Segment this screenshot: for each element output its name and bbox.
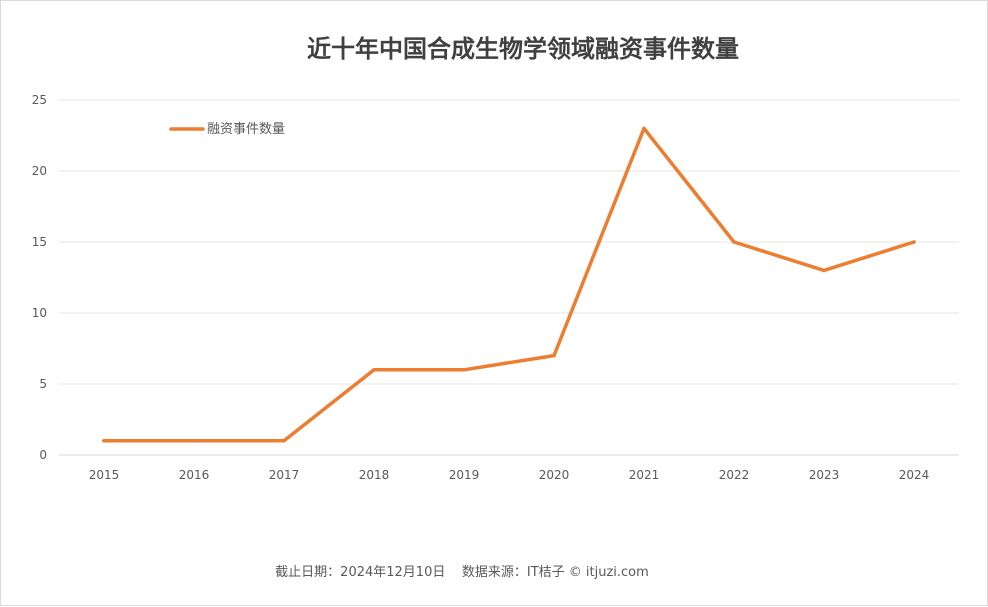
series-group — [102, 126, 916, 443]
x-tick-label: 2015 — [89, 468, 120, 482]
y-tick-label: 20 — [32, 164, 47, 178]
y-axis-ticks: 0 5 10 15 20 25 — [32, 93, 47, 462]
x-tick-label: 2022 — [719, 468, 750, 482]
legend: 融资事件数量 — [169, 122, 285, 137]
footer-note: 截止日期：2024年12月10日 数据来源：IT桔子 © itjuzi.com — [275, 565, 649, 580]
x-tick-label: 2024 — [899, 468, 930, 482]
data-point — [102, 439, 106, 443]
data-point — [552, 353, 556, 358]
y-tick-label: 0 — [39, 448, 47, 462]
data-point — [912, 240, 916, 244]
x-tick-label: 2023 — [809, 468, 840, 482]
chart-title: 近十年中国合成生物学领域融资事件数量 — [307, 35, 739, 63]
legend-label: 融资事件数量 — [207, 122, 285, 137]
x-tick-label: 2020 — [539, 468, 570, 482]
x-tick-label: 2016 — [179, 468, 210, 482]
data-point — [282, 439, 286, 443]
x-tick-label: 2018 — [359, 468, 390, 482]
gridlines — [59, 99, 959, 456]
y-tick-label: 15 — [32, 235, 47, 249]
x-tick-label: 2021 — [629, 468, 660, 482]
data-point — [732, 240, 736, 244]
x-tick-label: 2017 — [269, 468, 300, 482]
y-tick-label: 5 — [39, 377, 47, 391]
data-point — [462, 368, 466, 372]
x-axis-ticks: 2015 2016 2017 2018 2019 2020 2021 2022 2023 2024 — [89, 468, 930, 482]
series-line — [102, 126, 916, 443]
y-tick-label: 25 — [32, 93, 47, 107]
data-point — [372, 368, 376, 372]
x-tick-label: 2019 — [449, 468, 480, 482]
data-point — [192, 439, 196, 443]
data-point — [642, 126, 646, 131]
data-point — [822, 268, 826, 273]
y-tick-label: 10 — [32, 306, 47, 320]
